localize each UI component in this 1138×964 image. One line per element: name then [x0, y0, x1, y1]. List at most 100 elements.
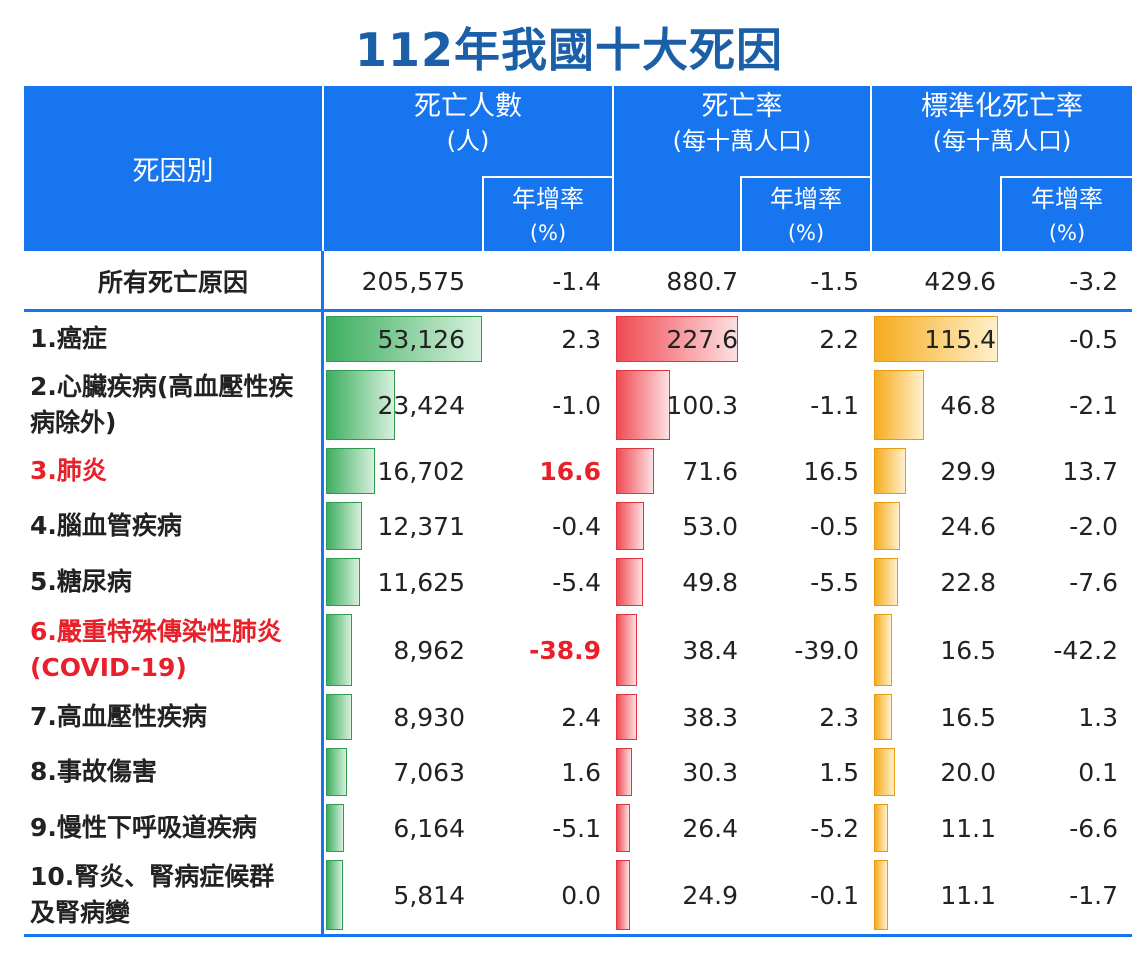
deaths-value: 11,625: [377, 567, 465, 597]
rate-growth: -0.1: [810, 880, 859, 910]
rate-bar: [616, 558, 643, 606]
header-divider: [742, 176, 870, 178]
rate-bar: [616, 614, 637, 686]
deaths-bar: [326, 316, 482, 362]
deaths-value: 53,126: [377, 324, 465, 354]
cause-label: 1.癌症: [30, 324, 107, 353]
rate-growth: -1.1: [810, 390, 859, 420]
deaths-growth: -5.1: [552, 813, 601, 843]
header-rate: 死亡率 (每十萬人口): [614, 90, 870, 158]
header-growth-unit: (%): [1048, 221, 1086, 245]
std-rate-bar: [874, 694, 892, 740]
deaths-bar: [326, 748, 347, 796]
header-divider: [740, 176, 742, 251]
deaths-bar: [326, 448, 376, 494]
rate-growth: 2.3: [819, 702, 859, 732]
std-rate-growth: -2.1: [1069, 390, 1118, 420]
header-growth-label: 年增率: [1031, 185, 1103, 213]
std-rate-growth: -6.6: [1069, 813, 1118, 843]
header-rate-unit: (每十萬人口): [672, 127, 812, 155]
cause-label: 3.肺炎: [30, 456, 107, 485]
rate-value: 100.3: [666, 390, 738, 420]
deaths-growth: 0.0: [561, 880, 601, 910]
rate-growth: 2.2: [819, 324, 859, 354]
rate-value: 53.0: [682, 511, 738, 541]
deaths-value: 12,371: [377, 511, 465, 541]
deaths-value: 5,814: [393, 880, 465, 910]
header-growth-label: 年增率: [770, 185, 842, 213]
std-rate-value: 11.1: [940, 813, 996, 843]
deaths-value: 8,962: [393, 635, 465, 665]
std-rate-growth: -42.2: [1053, 635, 1118, 665]
deaths-bar: [326, 502, 363, 550]
rate-bar: [616, 502, 645, 550]
std-rate-growth: 13.7: [1062, 456, 1118, 486]
rate-growth: -5.2: [810, 813, 859, 843]
deaths-growth: -38.9: [528, 635, 601, 665]
rate-value: 38.3: [682, 702, 738, 732]
header-divider: [1002, 176, 1132, 178]
header-std-rate: 標準化死亡率 (每十萬人口): [872, 90, 1132, 158]
rate-value: 49.8: [682, 567, 738, 597]
std-rate-value: 16.5: [940, 635, 996, 665]
rate-bar: [616, 316, 738, 362]
deaths-bar: [326, 860, 344, 930]
header-deaths-growth: 年增率 (%): [484, 182, 612, 250]
header-divider: [612, 86, 614, 251]
deaths-bar: [326, 694, 353, 740]
std-rate-value: 11.1: [940, 880, 996, 910]
std-rate-value: 22.8: [940, 567, 996, 597]
std-rate-value: 115.4: [924, 324, 996, 354]
deaths-growth: -1.0: [552, 390, 601, 420]
std-rate-value: 29.9: [940, 456, 996, 486]
cause-label: 10.腎炎、腎病症候群及腎病變: [30, 862, 275, 927]
deaths-growth: 1.6: [561, 757, 601, 787]
total-std-rate: 429.6: [924, 266, 996, 296]
header-cause: 死因別: [24, 86, 322, 251]
rate-growth: -0.5: [810, 511, 859, 541]
deaths-bar: [326, 804, 345, 852]
std-rate-value: 46.8: [940, 390, 996, 420]
rate-growth: -5.5: [810, 567, 859, 597]
std-rate-value: 20.0: [940, 757, 996, 787]
bottom-rule: [24, 934, 1132, 937]
total-std-rate-growth: -3.2: [1069, 266, 1118, 296]
rate-bar: [616, 694, 637, 740]
header-divider: [482, 176, 484, 251]
std-rate-bar: [874, 448, 907, 494]
cause-label: 8.事故傷害: [30, 757, 157, 786]
std-rate-bar: [874, 502, 901, 550]
std-rate-bar: [874, 370, 925, 440]
deaths-value: 8,930: [393, 702, 465, 732]
header-std-rate-growth: 年增率 (%): [1002, 182, 1132, 250]
cause-label: 4.腦血管疾病: [30, 511, 182, 540]
cause-label: 6.嚴重特殊傳染性肺炎(COVID-19): [30, 617, 282, 682]
header-divider: [1000, 176, 1002, 251]
rate-value: 227.6: [666, 324, 738, 354]
cause-label: 9.慢性下呼吸道疾病: [30, 813, 257, 842]
deaths-bar: [326, 614, 353, 686]
std-rate-bar: [874, 748, 896, 796]
rate-value: 30.3: [682, 757, 738, 787]
rate-bar: [616, 860, 630, 930]
section-rule: [24, 309, 1132, 312]
deaths-growth: 2.3: [561, 324, 601, 354]
header-deaths-label: 死亡人數: [414, 91, 522, 122]
header-deaths-unit: (人): [446, 127, 490, 155]
deaths-growth: 2.4: [561, 702, 601, 732]
std-rate-growth: -1.7: [1069, 880, 1118, 910]
deaths-value: 6,164: [393, 813, 465, 843]
header-rate-growth: 年增率 (%): [742, 182, 870, 250]
deaths-value: 23,424: [377, 390, 465, 420]
rate-growth: 1.5: [819, 757, 859, 787]
total-deaths-growth: -1.4: [552, 266, 601, 296]
rate-value: 26.4: [682, 813, 738, 843]
deaths-value: 7,063: [393, 757, 465, 787]
deaths-growth: 16.6: [539, 456, 601, 486]
rate-growth: -39.0: [794, 635, 859, 665]
rate-bar: [616, 448, 655, 494]
rate-value: 38.4: [682, 635, 738, 665]
page-title: 112年我國十大死因: [354, 23, 784, 77]
cause-label: 2.心臟疾病(高血壓性疾病除外): [30, 372, 294, 437]
header-growth-unit: (%): [787, 221, 825, 245]
